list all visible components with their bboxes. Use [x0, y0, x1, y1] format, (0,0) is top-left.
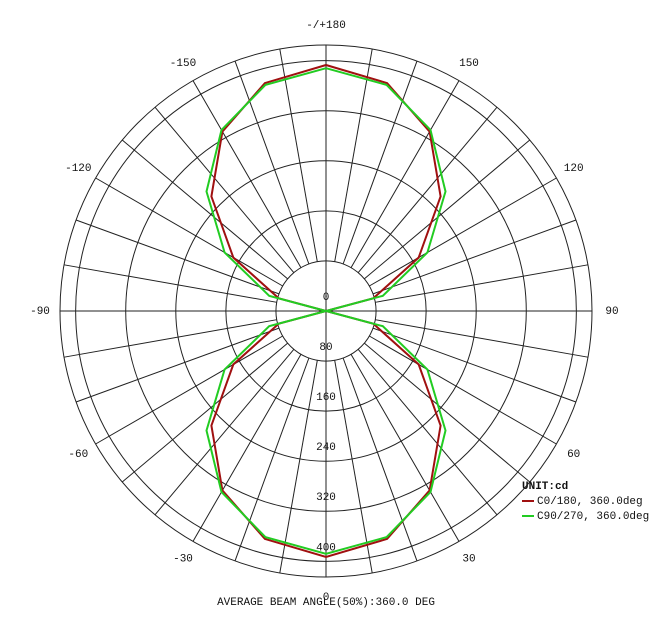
footer: AVERAGE BEAM ANGLE(50%):360.0 DEG [217, 597, 435, 609]
spoke [375, 264, 589, 303]
angle-grid-line [95, 177, 283, 287]
angle-tick-label: -120 [65, 163, 91, 175]
angle-tick-label: -30 [173, 554, 193, 566]
spoke [372, 219, 577, 295]
angle-grid-line [369, 335, 557, 445]
spoke [63, 319, 277, 358]
spoke [375, 319, 589, 358]
angle-grid-line [192, 80, 302, 268]
series-line [205, 67, 447, 555]
spoke [363, 139, 531, 280]
spoke [75, 219, 280, 295]
angle-tick-label: -60 [68, 449, 88, 461]
legend-label: C0/180, 360.0deg [537, 496, 643, 508]
spoke [334, 360, 373, 574]
spoke [63, 264, 277, 303]
angle-tick-label: -90 [30, 306, 50, 318]
angle-grid-line [350, 354, 460, 542]
legend-label: C90/270, 360.0deg [537, 511, 649, 523]
angle-tick-label: 30 [462, 554, 475, 566]
spoke [357, 348, 498, 516]
angle-grid-line [192, 354, 302, 542]
angle-tick-label: 60 [567, 449, 580, 461]
spoke [75, 327, 280, 403]
spoke [279, 360, 318, 574]
angle-grid-line [369, 177, 557, 287]
spoke [342, 357, 418, 562]
spoke [279, 48, 318, 262]
spoke [372, 327, 577, 403]
spoke [234, 357, 310, 562]
angle-tick-label: 120 [564, 163, 584, 175]
angle-grid-line [350, 80, 460, 268]
spoke [334, 48, 373, 262]
spoke [342, 60, 418, 265]
legend-title: UNIT:cd [522, 481, 568, 493]
angle-tick-label: 0 [323, 592, 330, 604]
angle-tick-label: -150 [170, 58, 196, 70]
spoke [363, 342, 531, 483]
spoke [234, 60, 310, 265]
spoke [121, 139, 289, 280]
angle-tick-label: 150 [459, 58, 479, 70]
spoke [357, 106, 498, 274]
spoke [154, 348, 295, 516]
series-line [210, 64, 442, 559]
spoke [154, 106, 295, 274]
angle-tick-label: -/+180 [306, 20, 346, 32]
angle-tick-label: 90 [605, 306, 618, 318]
angle-grid-line [95, 335, 283, 445]
spoke [121, 342, 289, 483]
